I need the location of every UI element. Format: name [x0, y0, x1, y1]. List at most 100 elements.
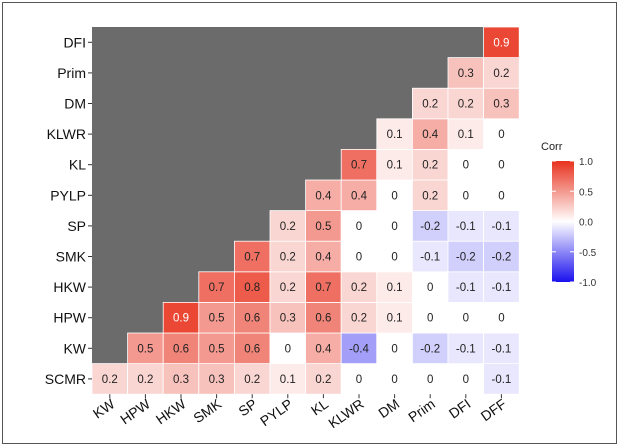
- heatmap-cell: [411, 363, 449, 395]
- x-tick-label: KL: [308, 395, 331, 418]
- cell-value-label: 0.2: [315, 374, 331, 386]
- cell-value-label: 0.2: [422, 190, 438, 202]
- cell-value-label: 0.3: [493, 99, 509, 111]
- heatmap-cell: [305, 363, 342, 395]
- cell-value-label: 0.1: [280, 374, 296, 386]
- heatmap-cell: [162, 301, 200, 334]
- cell-value-label: -0.1: [491, 374, 511, 386]
- heatmap-cell: [198, 332, 235, 365]
- cell-value-label: 0.6: [173, 343, 189, 355]
- heatmap-cell: [411, 332, 449, 365]
- cell-value-label: 0.2: [422, 99, 438, 111]
- heatmap-cell: [127, 332, 164, 365]
- x-tick-label: PYLP: [257, 396, 296, 430]
- cell-value-label: 0.2: [244, 374, 260, 386]
- heatmap-cell: [411, 87, 449, 120]
- cell-value-label: -0.2: [456, 252, 476, 264]
- y-tick-label: DFI: [63, 34, 86, 50]
- y-tick-label: SP: [67, 218, 86, 234]
- y-tick-label: PYLP: [50, 187, 86, 203]
- heatmap-cell: [91, 363, 128, 395]
- cell-value-label: 0.4: [422, 129, 439, 141]
- heatmap-cell: [447, 332, 484, 365]
- cell-value-label: 0.1: [458, 129, 474, 141]
- cell-value-label: 0: [391, 221, 397, 233]
- cell-value-label: 0: [463, 160, 469, 172]
- heatmap-cell: [483, 240, 520, 273]
- y-tick-label: SCMR: [45, 371, 86, 387]
- cell-value-label: -0.2: [420, 343, 440, 355]
- x-tick-label: HKW: [153, 395, 190, 427]
- heatmap-cell: [376, 271, 413, 303]
- x-tick-label: DFF: [478, 396, 509, 425]
- heatmap-cell: [376, 179, 413, 212]
- heatmap-cell: [483, 148, 520, 181]
- cell-value-label: 0.7: [315, 282, 331, 294]
- cell-value-label: 0: [498, 160, 504, 172]
- cell-value-label: 0.2: [493, 68, 509, 80]
- legend-tick-label: -0.5: [579, 248, 597, 259]
- cell-value-label: 0.2: [458, 99, 474, 111]
- cell-value-label: 0.5: [137, 343, 153, 355]
- cell-value-label: 0.7: [209, 282, 225, 294]
- cell-value-label: 0.5: [315, 221, 331, 233]
- cell-value-label: 0.2: [280, 282, 296, 294]
- cell-value-label: 0: [356, 252, 362, 264]
- cell-value-label: 0.1: [387, 160, 403, 172]
- cell-value-label: 0.2: [137, 374, 153, 386]
- heatmap-cell: [340, 301, 378, 334]
- cell-value-label: 0: [285, 343, 291, 355]
- y-tick-label: DM: [64, 96, 86, 112]
- heatmap-cell: [447, 57, 484, 89]
- x-tick-label: KW: [90, 395, 118, 421]
- legend-ticks: 1.0 0.5 0.0 -0.5 -1.0: [552, 157, 597, 289]
- heatmap-cell: [305, 210, 342, 242]
- cell-value-label: 0.1: [387, 129, 403, 141]
- cell-value-label: 0: [391, 252, 397, 264]
- cell-value-label: 0.6: [244, 313, 260, 325]
- cell-value-label: -0.1: [491, 343, 511, 355]
- heatmap-cell: [411, 148, 449, 181]
- heatmap-cell: [483, 271, 520, 303]
- heatmap-cell: [305, 271, 342, 303]
- heatmap-cell: [376, 363, 413, 395]
- heatmap-cell: [483, 87, 520, 120]
- cell-value-label: 0.3: [173, 374, 189, 386]
- cell-value-label: 0.3: [280, 313, 296, 325]
- legend-title: Corr: [541, 141, 563, 153]
- cell-value-label: 0.3: [209, 374, 225, 386]
- cell-value-label: 0.5: [209, 313, 225, 325]
- x-tick-label: SMK: [190, 395, 225, 426]
- cell-value-label: 0.7: [351, 160, 367, 172]
- x-tick-label: KLWR: [325, 396, 366, 432]
- heatmap-cell: [376, 240, 413, 273]
- y-axis: SCMR KW HPW HKW SMK SP PYLP KL KLWR DM Prim DFI: [45, 34, 92, 387]
- cell-value-label: 0.2: [351, 313, 367, 325]
- heatmap-cell: [411, 301, 449, 334]
- x-tick-label: DFI: [446, 396, 474, 422]
- cell-value-label: -0.1: [420, 252, 440, 264]
- heatmap-cell: [483, 363, 520, 395]
- cell-value-label: 0: [356, 374, 362, 386]
- cell-value-label: 0: [356, 221, 362, 233]
- cell-value-label: -0.2: [420, 221, 440, 233]
- cell-value-label: 0.9: [173, 313, 189, 325]
- y-tick-label: KW: [63, 340, 86, 356]
- heatmap-cell: [483, 26, 520, 59]
- heatmap-cell: [233, 332, 271, 365]
- heatmap-cell: [447, 148, 484, 181]
- legend-tick-label: 1.0: [579, 157, 593, 168]
- x-tick-label: DM: [375, 396, 402, 422]
- cell-value-label: 0.4: [351, 190, 368, 202]
- cell-value-label: 0.2: [280, 252, 296, 264]
- x-tick-label: Prim: [405, 396, 438, 426]
- cell-value-label: -0.1: [456, 282, 476, 294]
- cell-value-label: 0: [498, 313, 504, 325]
- cell-value-label: 0.2: [422, 160, 438, 172]
- cell-value-label: -0.1: [491, 221, 511, 233]
- cell-value-label: 0.4: [315, 343, 332, 355]
- y-tick-label: KLWR: [47, 126, 86, 142]
- heatmap-cell: [411, 179, 449, 212]
- heatmap-cell: [305, 179, 342, 212]
